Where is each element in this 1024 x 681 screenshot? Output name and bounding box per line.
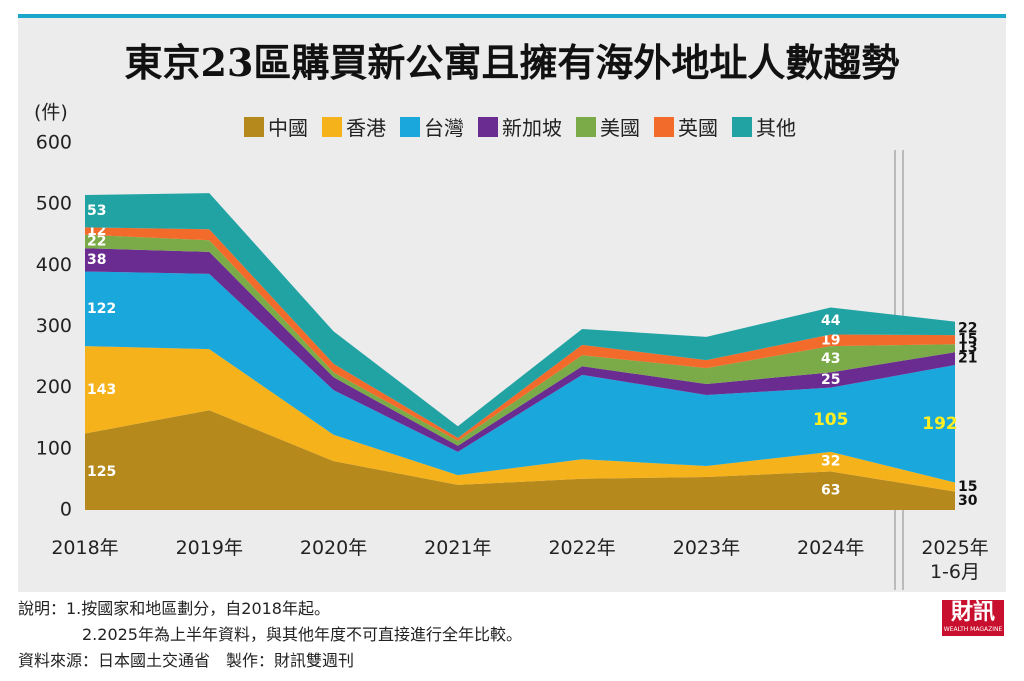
legend-label: 其他 [756, 116, 796, 140]
y-tick-label: 200 [36, 376, 72, 398]
x-tick-label: 2025年 1-6月 [921, 537, 989, 583]
legend-swatch [400, 116, 420, 137]
notes: 說明：1.按國家和地區劃分，自2018年起。 2.2025年為上半年資料，與其他… [18, 596, 522, 674]
data-label: 32 [821, 454, 840, 470]
legend-swatch [576, 116, 596, 137]
x-tick-label: 2024年 [797, 537, 865, 559]
data-label: 43 [821, 351, 840, 367]
chart: (件) 0 100 200 300 400 500 600 125 63 30 143 32 15 122… [34, 102, 978, 590]
note: 資料來源：日本國土交通省 製作：財訊雙週刊 [18, 651, 355, 670]
legend-item: 其他 [732, 112, 796, 141]
data-label: 53 [87, 203, 106, 219]
data-label: 19 [821, 332, 840, 348]
y-axis-label: (件) [34, 102, 68, 124]
y-tick-label: 100 [36, 437, 72, 459]
note: 2.2025年為上半年資料，與其他年度不可直接進行全年比較。 [82, 625, 522, 644]
y-tick-label: 300 [36, 315, 72, 337]
data-label: 22 [87, 233, 106, 249]
data-label: 13 [958, 340, 977, 356]
data-label: 25 [821, 372, 840, 388]
area [85, 346, 955, 492]
area [85, 193, 955, 438]
data-label: 15 [958, 479, 977, 495]
legend-item: 美國 [576, 112, 640, 141]
legend-item: 香港 [322, 112, 386, 141]
data-label: 21 [958, 351, 977, 367]
data-label: 22 [958, 320, 977, 336]
data-label: 192 [922, 414, 958, 434]
chart-title: 東京23區購買新公寓且擁有海外地址人數趨勢 [124, 40, 900, 85]
x-tick-label: 2018年 [51, 537, 119, 559]
y-tick-label: 500 [36, 193, 72, 215]
area [85, 234, 955, 446]
legend-item: 台灣 [400, 112, 464, 141]
legend-item: 中國 [244, 112, 308, 141]
legend-item: 英國 [654, 112, 718, 141]
data-label: 125 [87, 464, 116, 480]
area [85, 410, 955, 510]
legend-swatch [654, 116, 674, 137]
area [85, 271, 955, 483]
data-label: 30 [958, 493, 978, 509]
x-tick-label: 2021年 [424, 537, 492, 559]
legend-swatch [478, 116, 498, 137]
legend-swatch [244, 116, 264, 137]
legend-label: 台灣 [424, 116, 464, 140]
legend-label: 美國 [600, 116, 640, 140]
x-tick-label: 2023年 [672, 537, 741, 559]
legend-item: 新加坡 [478, 112, 562, 141]
legend-label: 新加坡 [502, 116, 562, 140]
data-label: 63 [821, 483, 840, 499]
y-tick-label: 400 [36, 254, 72, 276]
data-label: 105 [813, 410, 849, 430]
logo-subtitle: WEALTH MAGAZINE [943, 626, 1003, 633]
legend-label: 香港 [346, 116, 386, 140]
legend-swatch [732, 116, 752, 137]
note: 說明：1.按國家和地區劃分，自2018年起。 [18, 599, 330, 618]
x-tick-label: 2020年 [299, 537, 368, 559]
data-label: 15 [958, 332, 977, 348]
area [85, 248, 955, 452]
data-label: 143 [87, 382, 116, 398]
data-label: 122 [87, 301, 116, 317]
data-label: 38 [87, 252, 106, 268]
y-tick-label: 0 [60, 499, 72, 521]
legend-swatch [322, 116, 342, 137]
x-tick-label: 2019年 [175, 537, 243, 559]
logo-title: 財訊 [950, 600, 995, 625]
legend: 中國 香港 台灣 新加坡 美國 英國 其他 [244, 112, 796, 141]
x-tick-label: 2022年 [548, 537, 616, 559]
legend-label: 英國 [678, 116, 718, 140]
logo: 財訊 WEALTH MAGAZINE [942, 600, 1004, 636]
legend-label: 中國 [268, 116, 308, 140]
top-rule [18, 14, 1006, 19]
y-tick-label: 600 [36, 132, 72, 154]
data-label: 44 [821, 313, 841, 329]
